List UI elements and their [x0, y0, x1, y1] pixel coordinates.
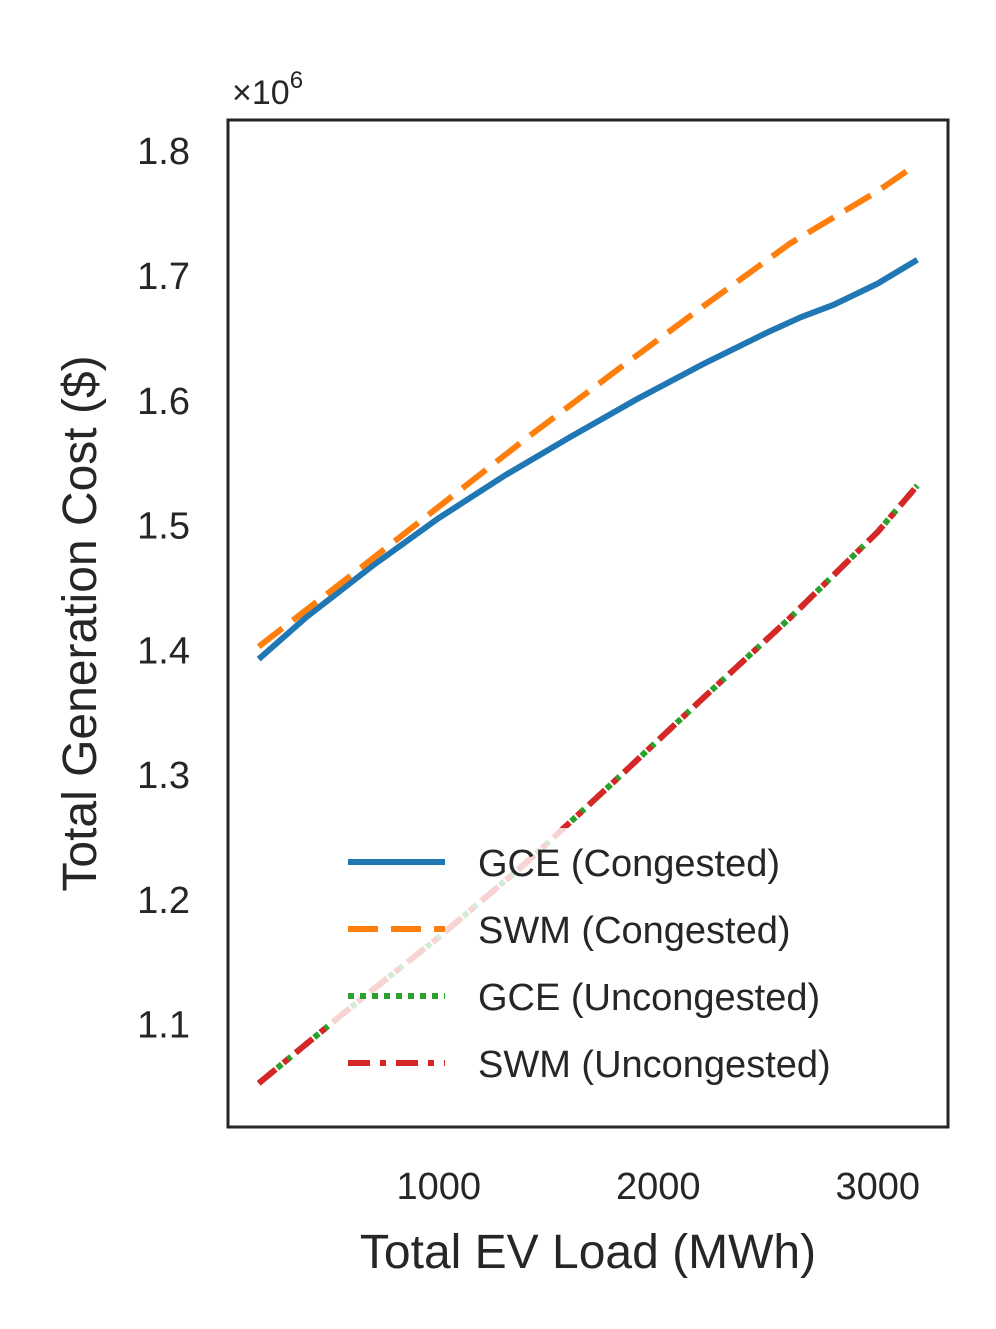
y-multiplier-exponent: 6	[290, 67, 303, 94]
y-axis-multiplier: ×106	[232, 67, 303, 112]
legend-label: SWM (Uncongested)	[478, 1044, 831, 1086]
x-tick-label: 3000	[835, 1166, 920, 1208]
legend-label: GCE (Congested)	[478, 843, 780, 885]
series-line-2	[256, 167, 911, 649]
y-tick-label: 1.5	[137, 506, 190, 548]
x-tick-label: 1000	[396, 1166, 481, 1208]
plot-frame	[226, 118, 950, 1129]
y-tick-label: 1.8	[137, 131, 190, 173]
legend-label: SWM (Congested)	[478, 910, 791, 952]
y-tick-label: 1.3	[137, 755, 190, 797]
x-tick-label: 2000	[616, 1166, 701, 1208]
y-tick-label: 1.1	[137, 1005, 190, 1047]
x-axis-label: Total EV Load (MWh)	[360, 1226, 816, 1279]
x-axis: 1000 2000 3000	[396, 1166, 920, 1208]
series-line-1	[256, 257, 919, 662]
y-multiplier-base: ×10	[232, 74, 290, 112]
y-tick-label: 1.4	[137, 630, 190, 672]
legend-label: GCE (Uncongested)	[478, 977, 820, 1019]
y-axis-label: Total Generation Cost ($)	[54, 355, 107, 891]
legend: GCE (Congested) SWM (Congested) GCE (Uncon…	[330, 828, 932, 1098]
y-tick-label: 1.7	[137, 256, 190, 298]
legend-background	[330, 828, 932, 1098]
y-tick-label: 1.6	[137, 381, 190, 423]
y-axis: 1.1 1.2 1.3 1.4 1.5 1.6 1.7 1.8	[137, 131, 190, 1046]
y-tick-label: 1.2	[137, 880, 190, 922]
